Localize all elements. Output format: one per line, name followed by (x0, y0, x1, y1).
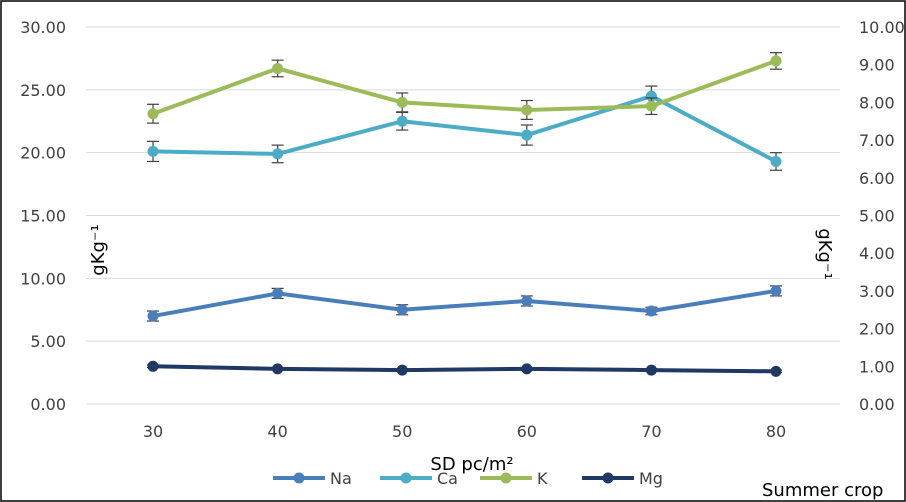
y-tick-label-right: 1.00 (859, 357, 895, 376)
y-tick-label-right: 4.00 (859, 244, 895, 263)
y-tick-label-right: 6.00 (859, 169, 895, 188)
legend-item-mg: Mg (582, 469, 663, 488)
left-axis-ticks: 0.00 5.00 10.00 15.00 20.00 25.00 30.00 (20, 18, 66, 414)
y-tick-label-right: 8.00 (859, 93, 895, 112)
y-tick-label-right: 2.00 (859, 320, 895, 339)
y-tick-label-right: 7.00 (859, 131, 895, 150)
legend-label: Mg (639, 469, 663, 488)
x-tick-label: 70 (641, 422, 661, 441)
y-tick-label-left: 20.00 (20, 144, 66, 163)
legend-label: K (537, 469, 548, 488)
data-point (396, 115, 408, 127)
y-tick-label-left: 10.00 (20, 269, 66, 288)
data-point (645, 364, 657, 376)
data-point (147, 145, 159, 157)
x-axis-title: SD pc/m² (430, 454, 513, 475)
y-axis-title-left: gKg⁻¹ (88, 224, 109, 275)
legend-item-k: K (480, 469, 548, 488)
data-point (272, 287, 284, 299)
y-tick-label-left: 0.00 (30, 395, 66, 414)
x-tick-label: 40 (267, 422, 287, 441)
x-tick-label: 60 (517, 422, 537, 441)
series-layer (147, 52, 782, 377)
data-point (521, 363, 533, 375)
legend-marker (400, 472, 412, 484)
series-ca (147, 85, 782, 171)
legend-marker (602, 472, 614, 484)
series-line (152, 288, 777, 319)
chart-caption: Summer crop (762, 480, 884, 501)
y-tick-label-left: 30.00 (20, 18, 66, 37)
legend-item-na: Na (273, 469, 352, 488)
data-point (521, 104, 533, 116)
data-point (272, 62, 284, 74)
data-point (396, 304, 408, 316)
y-tick-label-left: 25.00 (20, 81, 66, 100)
x-axis-ticks: 30 40 50 60 70 80 (143, 422, 786, 441)
gridlines (86, 26, 840, 405)
data-point (272, 363, 284, 375)
series-line (152, 364, 777, 374)
data-point (645, 100, 657, 112)
legend-label: Ca (437, 469, 458, 488)
legend-marker (500, 472, 512, 484)
series-k (147, 52, 782, 124)
y-tick-label-right: 10.00 (859, 18, 905, 37)
y-tick-label-right: 5.00 (859, 207, 895, 226)
series-mg (147, 360, 782, 377)
series-na (147, 285, 782, 322)
data-point (147, 310, 159, 322)
series-line (152, 59, 777, 116)
data-point (521, 129, 533, 141)
data-point (272, 148, 284, 160)
legend: Na Ca K Mg (273, 469, 663, 488)
x-tick-label: 80 (766, 422, 786, 441)
data-point (147, 360, 159, 372)
data-point (645, 305, 657, 317)
y-axis-title-right: gKg⁻¹ (814, 228, 835, 279)
legend-label: Na (330, 469, 352, 488)
data-point (770, 55, 782, 67)
x-tick-label: 30 (143, 422, 163, 441)
data-point (645, 90, 657, 102)
y-tick-label-right: 0.00 (859, 395, 895, 414)
y-tick-label-right: 9.00 (859, 56, 895, 75)
x-tick-label: 50 (392, 422, 412, 441)
data-point (770, 365, 782, 377)
data-point (521, 295, 533, 307)
legend-marker (293, 472, 305, 484)
data-point (396, 96, 408, 108)
series-line (152, 94, 777, 164)
data-point (147, 108, 159, 120)
y-tick-label-left: 15.00 (20, 207, 66, 226)
data-point (396, 364, 408, 376)
y-tick-label-left: 5.00 (30, 332, 66, 351)
data-point (770, 155, 782, 167)
legend-item-ca: Ca (380, 469, 458, 488)
data-point (770, 285, 782, 297)
y-tick-label-right: 3.00 (859, 282, 895, 301)
right-axis-ticks: 0.00 1.00 2.00 3.00 4.00 5.00 6.00 7.00 8.00 9.00… (859, 18, 905, 414)
